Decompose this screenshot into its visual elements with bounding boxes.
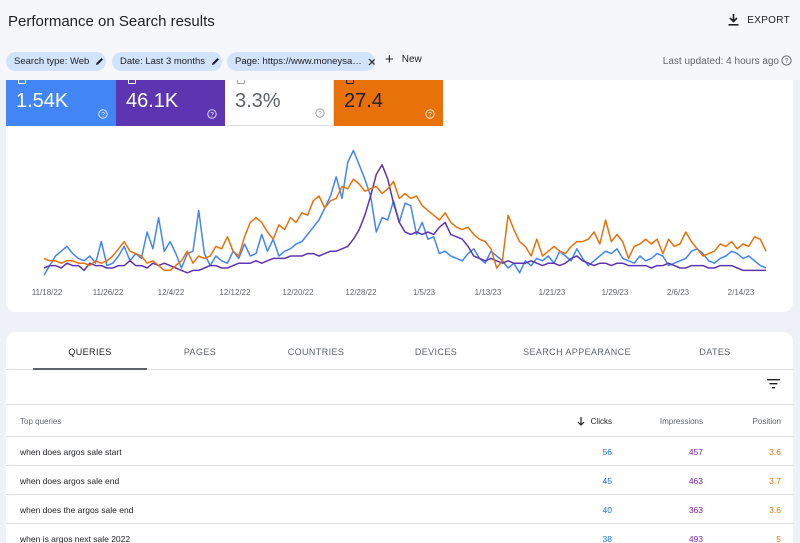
series-line-2 xyxy=(44,179,766,270)
close-icon[interactable] xyxy=(368,58,375,66)
tab-devices[interactable]: DEVICES xyxy=(415,347,457,357)
chip-label: Search type: Web xyxy=(14,56,89,67)
svg-text:?: ? xyxy=(785,58,789,65)
table-header: Top queries Clicks Impressions Position xyxy=(6,404,793,437)
last-updated-text: Last updated: 4 hours ago xyxy=(663,56,779,67)
new-label: New xyxy=(402,54,422,65)
table-row[interactable]: when does argos sale start 56 457 3.6 xyxy=(6,437,793,466)
search-type-chip[interactable]: Search type: Web xyxy=(6,52,106,71)
series-line-0 xyxy=(44,150,766,275)
table-row[interactable]: when does the argos sale end 40 363 3.6 xyxy=(6,495,793,524)
query-cell: when is argos next sale 2022 xyxy=(20,534,130,543)
plus-icon: + xyxy=(385,55,394,65)
date-chip[interactable]: Date: Last 3 months xyxy=(112,52,222,71)
x-tick-label: 1/29/23 xyxy=(602,288,629,297)
x-tick-label: 12/4/22 xyxy=(158,288,185,297)
clicks-cell: 45 xyxy=(603,476,612,486)
help-icon[interactable]: ? xyxy=(781,55,792,66)
report-table-card: QUERIES PAGES COUNTRIES DEVICES SEARCH A… xyxy=(6,332,793,543)
x-tick-label: 12/28/22 xyxy=(345,288,377,297)
clicks-cell: 56 xyxy=(603,447,612,457)
position-cell: 3.6 xyxy=(769,447,781,457)
x-tick-label: 2/6/23 xyxy=(667,288,690,297)
edit-icon[interactable] xyxy=(95,57,104,66)
tab-pages[interactable]: PAGES xyxy=(184,347,216,357)
x-tick-label: 1/5/23 xyxy=(413,288,436,297)
filter-icon[interactable] xyxy=(767,379,780,389)
position-header[interactable]: Position xyxy=(753,417,781,426)
impressions-cell: 463 xyxy=(689,476,703,486)
clicks-cell: 40 xyxy=(603,505,612,515)
query-cell: when does argos sale start xyxy=(20,447,122,457)
new-filter-button[interactable]: + New xyxy=(385,54,422,65)
tab-search-appearance[interactable]: SEARCH APPEARANCE xyxy=(523,347,631,357)
x-tick-label: 12/12/22 xyxy=(219,288,251,297)
position-cell: 3.6 xyxy=(769,505,781,515)
query-cell: when does argos sale end xyxy=(20,476,119,486)
download-icon xyxy=(728,14,739,26)
active-tab-indicator xyxy=(33,368,147,370)
x-tick-label: 2/14/23 xyxy=(728,288,755,297)
clicks-cell: 38 xyxy=(603,534,612,543)
performance-chart-card: 1.54K ? 46.1K ? 3.3% ? 27.4 ? 11/18/22 11… xyxy=(6,80,793,312)
x-tick-label: 12/20/22 xyxy=(282,288,314,297)
position-cell: 3.7 xyxy=(769,476,781,486)
impressions-header[interactable]: Impressions xyxy=(660,417,703,426)
edit-icon[interactable] xyxy=(211,57,220,66)
top-queries-header[interactable]: Top queries xyxy=(20,417,61,426)
tab-dates[interactable]: DATES xyxy=(699,347,730,357)
table-row[interactable]: when does argos sale end 45 463 3.7 xyxy=(6,466,793,495)
tab-queries[interactable]: QUERIES xyxy=(68,347,111,357)
impressions-cell: 493 xyxy=(689,534,703,543)
clicks-header-label: Clicks xyxy=(591,417,612,426)
position-cell: 5 xyxy=(776,534,781,543)
arrow-down-icon xyxy=(577,417,585,426)
impressions-cell: 457 xyxy=(689,447,703,457)
page-chip[interactable]: Page: https://www.moneysa… xyxy=(227,52,375,71)
performance-line-chart[interactable]: 11/18/22 11/26/22 12/4/22 12/12/22 12/20/22 1… xyxy=(6,80,793,312)
x-tick-label: 11/26/22 xyxy=(93,288,124,297)
export-label: EXPORT xyxy=(747,15,790,26)
table-row[interactable]: when is argos next sale 2022 38 493 5 xyxy=(6,524,793,543)
x-tick-label: 1/13/23 xyxy=(475,288,502,297)
page-header: Performance on Search results EXPORT xyxy=(0,0,800,44)
page-title: Performance on Search results xyxy=(8,13,215,30)
series-line-1 xyxy=(44,165,766,273)
chip-label: Date: Last 3 months xyxy=(120,56,205,67)
clicks-header[interactable]: Clicks xyxy=(577,417,612,426)
x-tick-label: 11/18/22 xyxy=(32,288,63,297)
query-cell: when does the argos sale end xyxy=(20,505,133,515)
x-tick-label: 1/21/23 xyxy=(539,288,566,297)
export-button[interactable]: EXPORT xyxy=(728,14,790,26)
tab-countries[interactable]: COUNTRIES xyxy=(288,347,345,357)
impressions-cell: 363 xyxy=(689,505,703,515)
report-tabs: QUERIES PAGES COUNTRIES DEVICES SEARCH A… xyxy=(6,332,793,370)
chip-label: Page: https://www.moneysa… xyxy=(235,56,362,67)
